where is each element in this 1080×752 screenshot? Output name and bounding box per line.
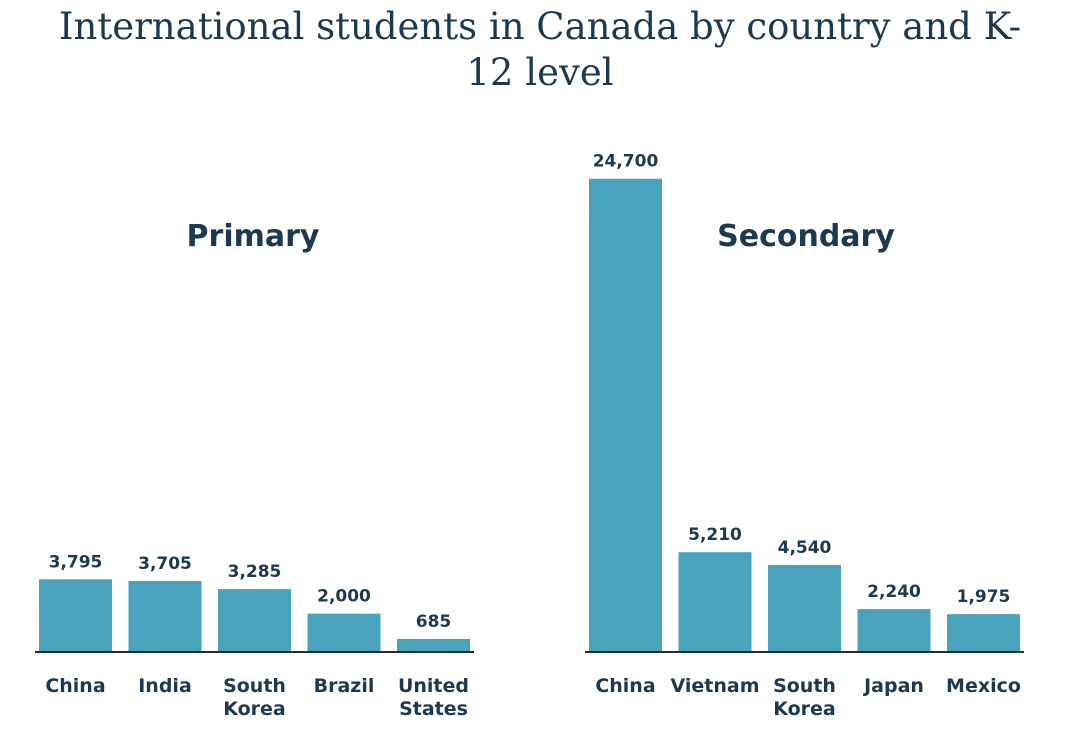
value-label-secondary-vietnam: 5,210 [688, 525, 742, 545]
bar-secondary-china [589, 178, 662, 653]
category-label-primary-south-korea-line1: South [223, 675, 286, 697]
value-label-primary-india: 3,705 [138, 554, 192, 574]
bar-secondary-south-korea [768, 565, 841, 652]
category-label-secondary-mexico: Mexico [946, 675, 1021, 697]
category-label-secondary-japan: Japan [862, 675, 924, 697]
category-label-primary-india: India [138, 675, 192, 697]
category-label-primary-china: China [45, 675, 105, 697]
value-label-secondary-china: 24,700 [593, 152, 659, 172]
value-label-secondary-south-korea: 4,540 [778, 538, 832, 558]
value-label-secondary-japan: 2,240 [867, 582, 921, 602]
value-label-secondary-mexico: 1,975 [957, 587, 1011, 607]
category-label-secondary-vietnam: Vietnam [671, 675, 760, 697]
category-label-primary-brazil: Brazil [314, 675, 375, 697]
category-label-secondary-china: China [595, 675, 655, 697]
bar-primary-india [128, 581, 202, 652]
bar-secondary-mexico [947, 614, 1020, 652]
value-label-primary-china: 3,795 [49, 552, 103, 572]
bar-secondary-japan [857, 609, 931, 652]
bar-primary-united-states [397, 638, 470, 652]
category-label-primary-south-korea-line2: Korea [223, 698, 286, 720]
category-label-secondary-south-korea-line2: Korea [773, 698, 836, 720]
category-label-secondary-south-korea-line1: South [773, 675, 836, 697]
value-label-primary-brazil: 2,000 [317, 587, 371, 607]
value-label-primary-south-korea: 3,285 [228, 562, 282, 582]
category-label-primary-united-states-line1: United [398, 675, 469, 697]
bar-primary-china [39, 579, 112, 652]
chart-title: International students in Canada by coun… [58, 5, 1022, 94]
bar-primary-brazil [307, 613, 381, 652]
bar-primary-south-korea [218, 589, 291, 652]
value-label-primary-united-states: 685 [416, 612, 452, 632]
panel-title-primary: Primary [187, 219, 320, 254]
panel-title-secondary: Secondary [717, 219, 895, 254]
bar-secondary-vietnam [678, 552, 752, 652]
category-label-primary-united-states-line2: States [399, 698, 468, 720]
